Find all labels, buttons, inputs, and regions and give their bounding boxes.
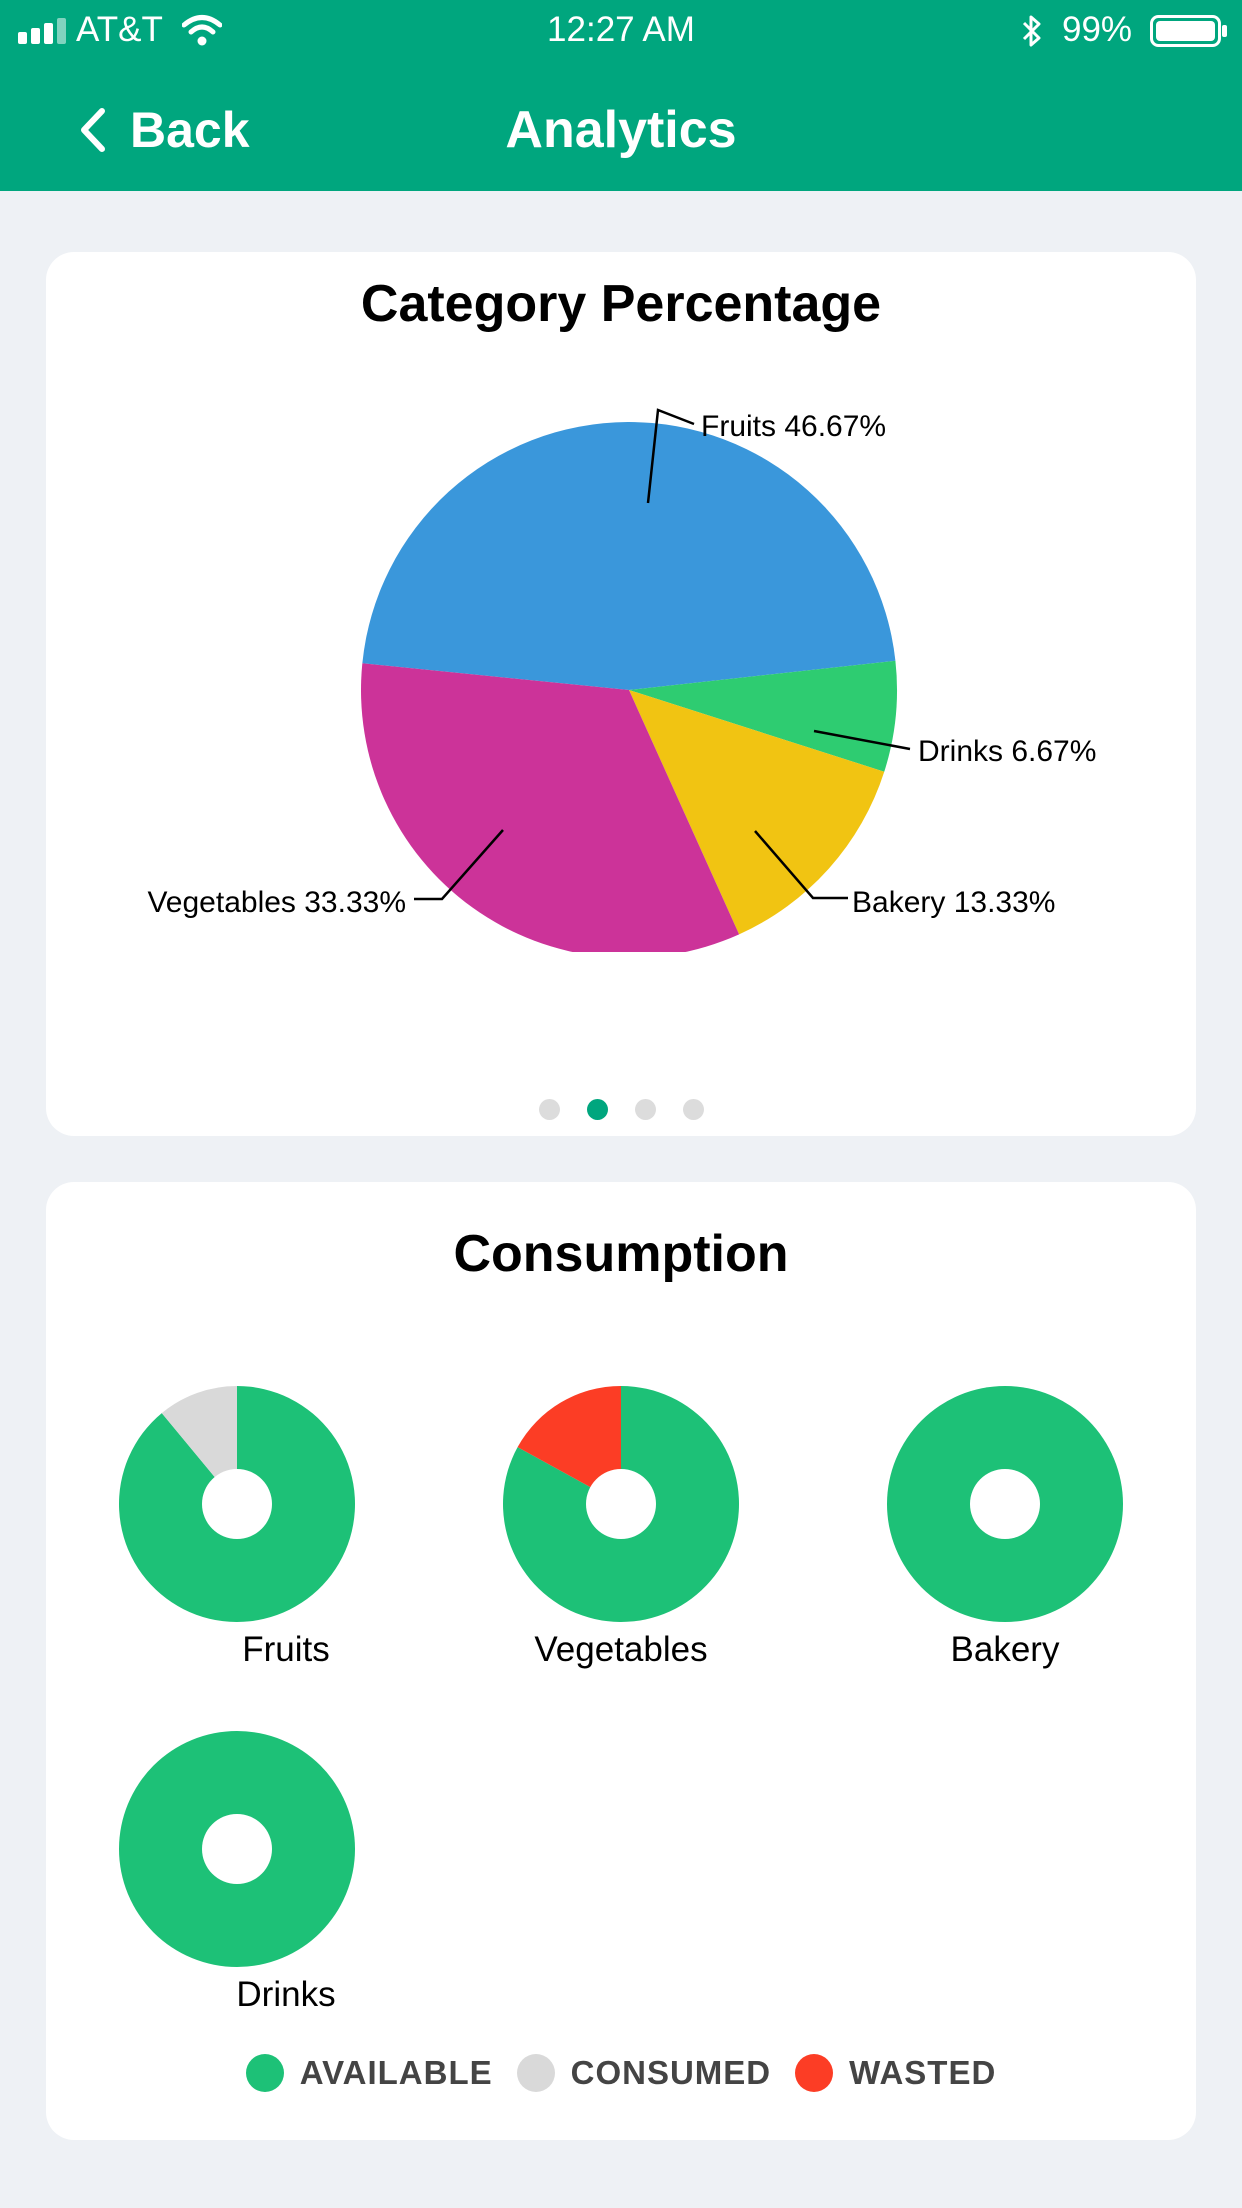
category-chart-title: Category Percentage xyxy=(360,275,882,333)
battery-percent: 99% xyxy=(1062,10,1133,49)
signal-bars-icon xyxy=(18,18,66,44)
category-percentage-card[interactable]: Category Percentage Fruits 46.67% Drinks … xyxy=(46,252,1196,1136)
chevron-left-icon xyxy=(81,108,105,152)
clock: 12:27 AM xyxy=(547,10,695,49)
donut-bakery xyxy=(887,1386,1123,1622)
legend-available: AVAILABLE xyxy=(245,2054,493,2092)
donut-label-bakery: Bakery xyxy=(950,1630,1060,1669)
consumption-chart-title: Consumption xyxy=(453,1225,789,1283)
donut-vegetables xyxy=(503,1386,740,1622)
donut-segment-vegetables-wasted xyxy=(517,1386,621,1504)
status-bar: AT&T 12:27 AM 99% xyxy=(0,0,1242,60)
consumption-card: Consumption Fruits Vegetables Bakery Dri… xyxy=(46,1182,1196,2140)
pie-leader-line-drinks xyxy=(813,729,911,751)
page-dot-3[interactable] xyxy=(634,1099,656,1120)
donut-label-vegetables: Vegetables xyxy=(534,1630,708,1669)
consumption-donut-charts xyxy=(119,1386,1123,1967)
legend-wasted: WASTED xyxy=(795,2054,996,2092)
donut-label-drinks: Drinks xyxy=(236,1975,336,2014)
donut-hole-bakery xyxy=(970,1469,1040,1539)
bluetooth-icon xyxy=(1022,15,1041,47)
donut-hole-vegetables xyxy=(586,1469,656,1539)
page-dot-4[interactable] xyxy=(682,1099,704,1120)
page-dot-1[interactable] xyxy=(538,1099,560,1120)
back-label: Back xyxy=(130,102,250,158)
pie-leader-line-bakery xyxy=(754,830,848,900)
page-title: Analytics xyxy=(505,101,737,159)
legend-consumed: CONSUMED xyxy=(516,2054,772,2092)
legend-swatch-consumed xyxy=(516,2054,555,2092)
donut-hole-drinks xyxy=(202,1814,272,1884)
donut-fruits xyxy=(119,1386,356,1622)
legend-label-wasted: WASTED xyxy=(849,2054,997,2091)
back-button[interactable]: Back xyxy=(78,100,250,160)
nav-bar: Back Analytics xyxy=(0,60,1242,191)
donut-hole-fruits xyxy=(202,1469,272,1539)
pie-leader-line-fruits xyxy=(646,408,695,504)
legend-label-available: AVAILABLE xyxy=(299,2054,493,2091)
legend-swatch-available xyxy=(245,2054,284,2092)
battery-icon xyxy=(1150,15,1227,47)
pie-leader-line-vegetables xyxy=(414,829,504,901)
page-dot-2[interactable] xyxy=(586,1099,608,1120)
pie-data-label-vegetables: Vegetables 33.33% xyxy=(147,886,406,919)
pie-data-label-fruits: Fruits 46.67% xyxy=(701,410,886,443)
donut-drinks xyxy=(119,1731,355,1967)
pie-slice-fruits[interactable] xyxy=(362,421,896,690)
category-pie-chart: Fruits 46.67% Drinks 6.67% Bakery 13.33% Ve… xyxy=(147,408,1096,952)
wifi-icon xyxy=(182,15,222,46)
pie-slice-bakery[interactable] xyxy=(629,690,885,935)
pie-data-label-drinks: Drinks 6.67% xyxy=(918,735,1096,768)
legend-swatch-wasted xyxy=(795,2054,834,2092)
consumption-legend: AVAILABLE CONSUMED WASTED xyxy=(46,2054,1196,2092)
legend-label-consumed: CONSUMED xyxy=(570,2054,772,2091)
carrier-label: AT&T xyxy=(76,10,163,49)
page-indicator[interactable] xyxy=(46,1099,1196,1120)
pie-slice-vegetables[interactable] xyxy=(361,663,740,952)
pie-data-label-bakery: Bakery 13.33% xyxy=(852,886,1055,919)
pie-slice-drinks[interactable] xyxy=(629,660,897,772)
donut-label-fruits: Fruits xyxy=(242,1630,330,1669)
